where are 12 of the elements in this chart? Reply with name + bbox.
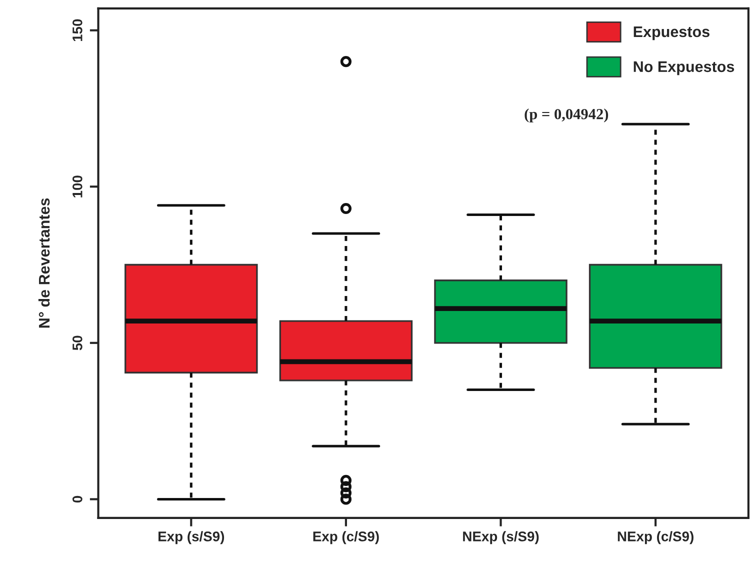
x-tick-label: Exp (s/S9): [158, 531, 224, 544]
y-axis-title: N° de Revertantes: [38, 198, 50, 328]
legend-label: Expuestos: [634, 26, 710, 40]
x-tick-label: NExp (c/S9): [618, 531, 694, 544]
y-tick-label: 0: [72, 496, 82, 503]
annotation: (p = 0,04942): [524, 108, 608, 122]
y-tick-label: 100: [72, 176, 82, 198]
x-tick-label: NExp (s/S9): [463, 531, 539, 544]
legend-label: No Expuestos: [634, 61, 734, 76]
y-tick-label: 50: [72, 336, 82, 350]
x-tick-label: Exp (c/S9): [313, 531, 379, 544]
y-tick-label: 150: [72, 19, 82, 42]
